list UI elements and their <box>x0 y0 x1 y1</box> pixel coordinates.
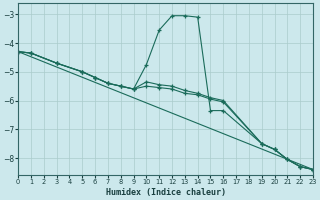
X-axis label: Humidex (Indice chaleur): Humidex (Indice chaleur) <box>106 188 226 197</box>
